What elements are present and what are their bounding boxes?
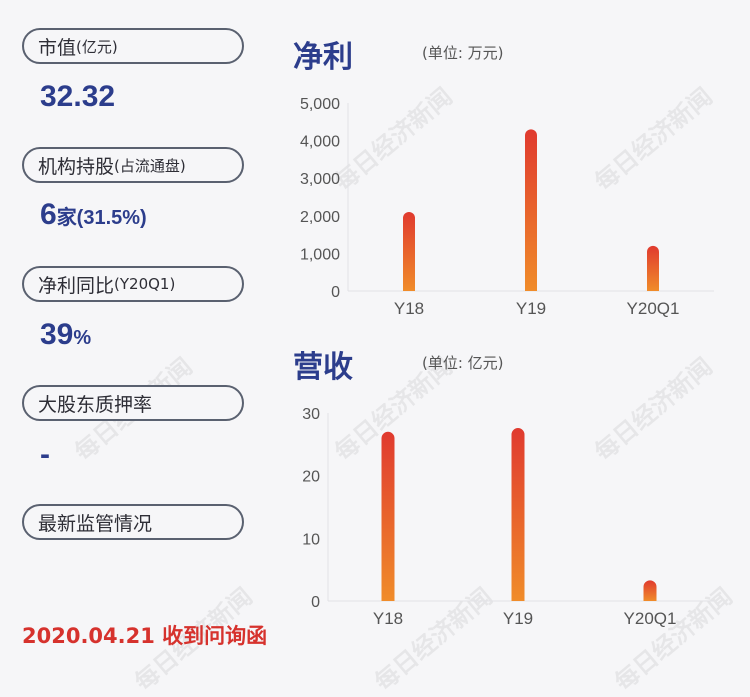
institutional-holding-label-sub: (占流通盘) [114, 156, 186, 175]
net-profit-yoy-value: 39% [40, 318, 91, 352]
y-tick-label: 5,000 [300, 96, 340, 113]
major-shareholder-pledge-label: 大股东质押率 [22, 385, 244, 421]
net-profit-yoy-label-sub: (Y20Q1) [114, 275, 176, 293]
y-tick-label: 3,000 [300, 171, 340, 188]
market-cap-value-main: 32.32 [40, 80, 116, 113]
y-tick-label: 0 [311, 594, 320, 611]
y-tick-label: 1,000 [300, 246, 340, 263]
chart-unit-revenue: (单位: 亿元) [422, 354, 504, 372]
market-cap-value: 32.32 [40, 80, 115, 114]
net-profit-bar-chart: 0 1,000 2,000 3,000 4,000 5,000 Y18 Y19 Y20Q1 [300, 96, 714, 318]
bar-y18 [403, 212, 415, 291]
y-tick-label: 0 [331, 284, 340, 301]
net-profit-yoy-value-main: 39 [40, 318, 74, 351]
bar-y18 [381, 431, 395, 601]
chart-title-net-profit: 净利 [293, 40, 353, 75]
latest-regulation-label: 最新监管情况 [22, 504, 244, 540]
regulation-notice: 2020.04.21 收到问询函 [22, 624, 268, 648]
net-profit-yoy-label: 净利同比 (Y20Q1) [22, 266, 244, 302]
institutional-holding-value: 6家(31.5%) [40, 198, 147, 232]
x-tick-label: Y20Q1 [624, 609, 677, 628]
x-tick-label: Y19 [516, 299, 546, 318]
x-tick-label: Y19 [503, 609, 533, 628]
market-cap-label-unit: (亿元) [76, 37, 118, 56]
x-tick-label: Y20Q1 [627, 299, 680, 318]
chart-unit-net-profit: (单位: 万元) [422, 44, 504, 62]
major-shareholder-pledge-label-main: 大股东质押率 [38, 393, 153, 416]
institutional-holding-label-main: 机构持股 [38, 155, 115, 178]
market-cap-label-main: 市值 [38, 36, 77, 59]
bar-y20q1 [643, 580, 657, 601]
y-tick-label: 10 [302, 531, 320, 548]
market-cap-label: 市值 (亿元) [22, 28, 244, 64]
net-profit-yoy-label-main: 净利同比 [38, 274, 115, 297]
y-tick-label: 4,000 [300, 134, 340, 151]
latest-regulation-label-main: 最新监管情况 [38, 512, 153, 535]
y-tick-label: 30 [302, 406, 320, 423]
major-shareholder-pledge-value: - [40, 438, 50, 472]
institutional-holding-value-sub: 家(31.5%) [56, 207, 147, 229]
y-tick-label: 20 [302, 469, 320, 486]
major-shareholder-pledge-value-main: - [40, 438, 50, 471]
bar-y20q1 [647, 245, 659, 291]
y-tick-label: 2,000 [300, 209, 340, 226]
x-tick-label: Y18 [394, 299, 424, 318]
net-profit-yoy-value-sub: % [73, 327, 92, 349]
bar-y19 [525, 129, 537, 291]
institutional-holding-value-main: 6 [40, 198, 57, 231]
institutional-holding-label: 机构持股 (占流通盘) [22, 147, 244, 183]
bar-y19 [511, 428, 525, 601]
revenue-bar-chart: 0 10 20 30 Y18 Y19 Y20Q1 [302, 406, 714, 628]
chart-title-revenue: 营收 [293, 350, 353, 385]
x-tick-label: Y18 [373, 609, 403, 628]
